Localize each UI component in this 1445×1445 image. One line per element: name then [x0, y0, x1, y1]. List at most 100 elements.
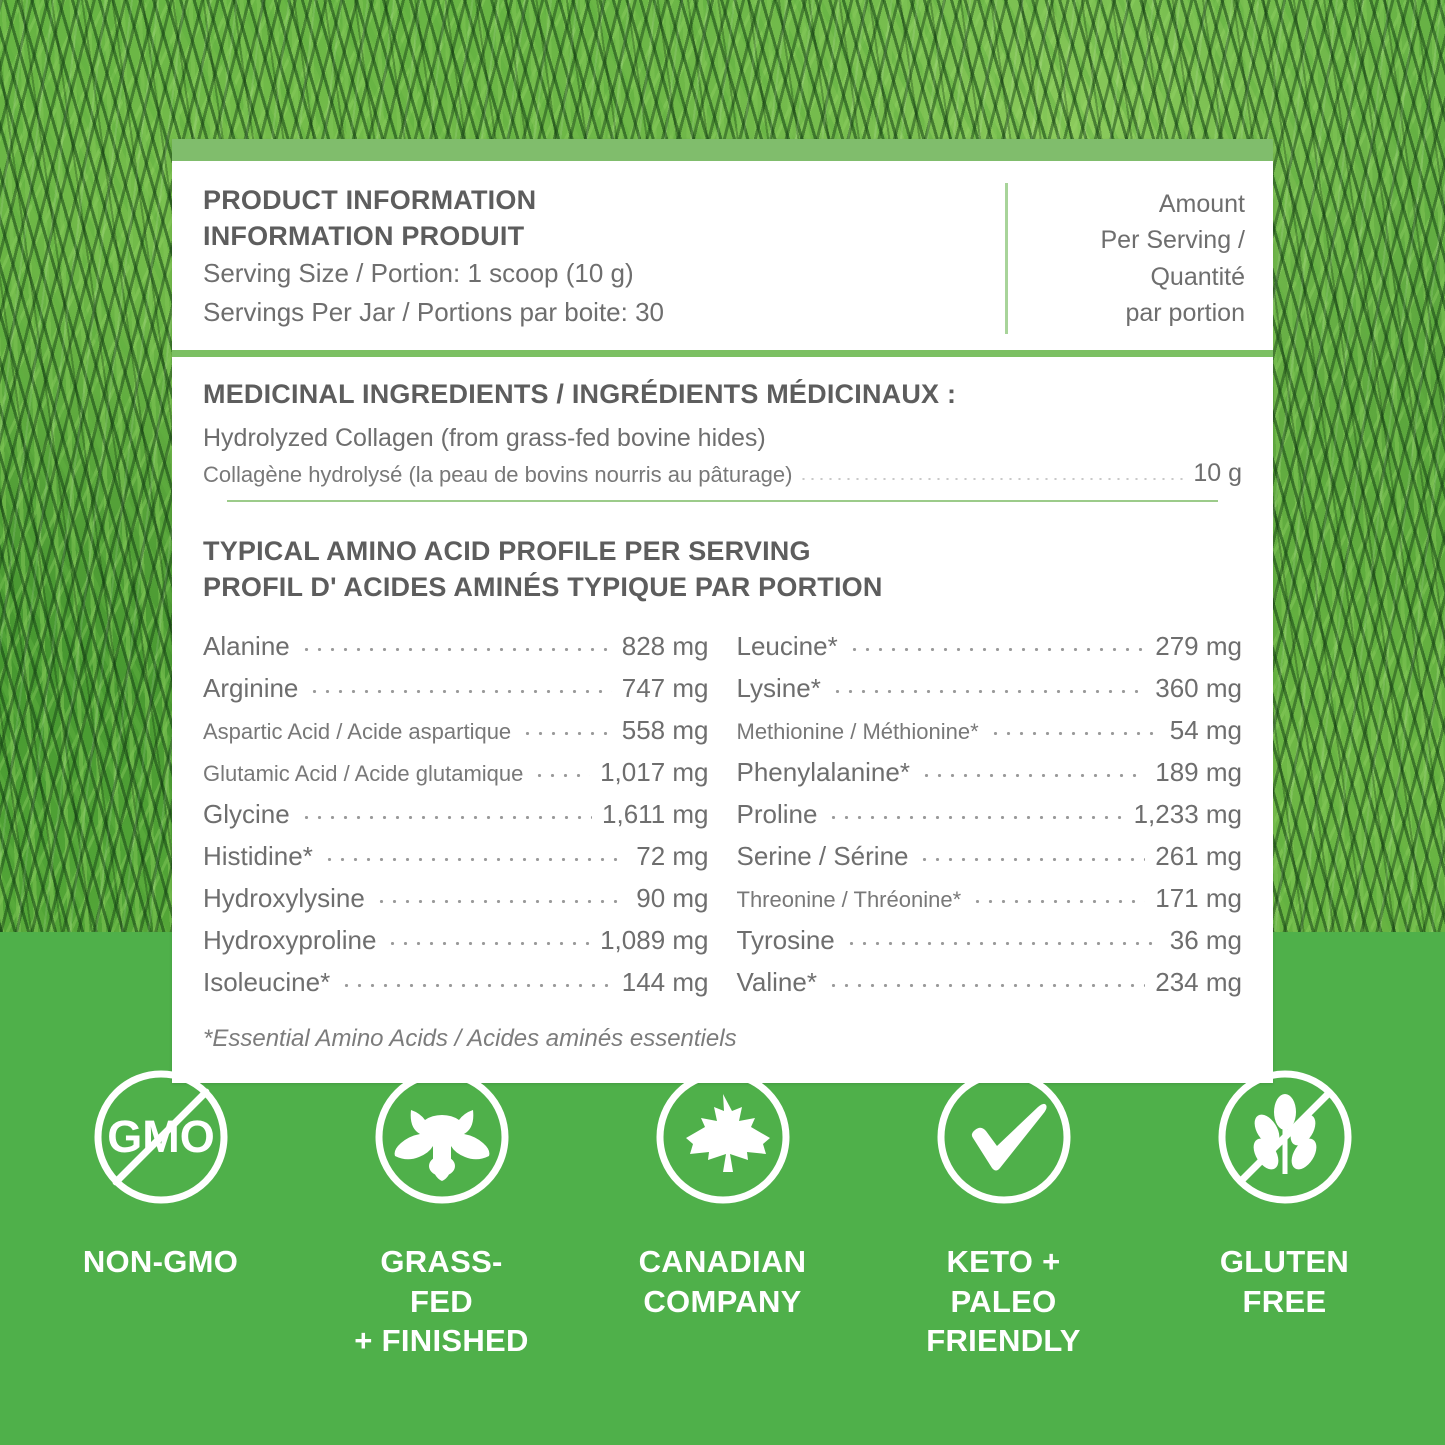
amino-acid-name: Glutamic Acid / Acide glutamique: [203, 761, 524, 787]
amino-acid-row: Threonine / Thréonine* 171 mg: [737, 877, 1243, 919]
amino-acid-name: Valine*: [736, 967, 817, 998]
amino-acid-value: 189 mg: [1155, 757, 1242, 788]
amino-acid-name: Tyrosine: [736, 925, 835, 956]
leader-dots: [988, 732, 1160, 736]
feature-badge: KETO + PALEO FRIENDLY: [911, 1062, 1096, 1361]
amino-acid-name: Isoleucine*: [203, 967, 331, 998]
amount-header-line-2: Per Serving /: [1100, 226, 1245, 255]
amino-acid-value: 1,611 mg: [602, 799, 709, 830]
amino-acid-row: Leucine* 279 mg: [737, 625, 1243, 667]
amino-acid-name: Aspartic Acid / Acide aspartique: [203, 719, 512, 745]
amino-acid-row: Glycine 1,611 mg: [203, 793, 709, 835]
leader-dots: [827, 816, 1124, 820]
leader-dots: [971, 900, 1146, 904]
feature-badge: CANADIAN COMPANY: [630, 1062, 815, 1361]
amino-profile-title-en: TYPICAL AMINO ACID PROFILE PER SERVING: [203, 536, 811, 567]
product-information-section: PRODUCT INFORMATION INFORMATION PRODUIT …: [172, 161, 1273, 350]
amount-per-serving-header: Amount Per Serving / Quantité par portio…: [1005, 183, 1273, 334]
non-gmo-icon: GMO: [68, 1062, 253, 1212]
medicinal-ingredient-en: Hydrolyzed Collagen (from grass-fed bovi…: [203, 423, 766, 452]
section-divider-thick: [172, 350, 1273, 357]
serving-size-line: Serving Size / Portion: 1 scoop (10 g): [203, 258, 634, 289]
feature-badge-label: GLUTEN FREE: [1219, 1244, 1350, 1319]
feature-badge-label: NON-GMO: [82, 1244, 239, 1279]
amount-header-line-4: par portion: [1125, 298, 1245, 327]
feature-badge: GLUTEN FREE: [1192, 1062, 1377, 1361]
leader-dots: [799, 478, 1187, 481]
amino-acid-value: 360 mg: [1155, 673, 1242, 704]
medicinal-ingredient-fr: Collagène hydrolysé (la peau de bovins n…: [203, 462, 793, 488]
product-information-title-en: PRODUCT INFORMATION: [203, 185, 537, 215]
amino-acid-name: Histidine*: [203, 841, 313, 872]
section-divider-thin: [227, 500, 1218, 503]
amino-acid-name: Hydroxyproline: [203, 925, 377, 956]
amino-acid-row: Alanine 828 mg: [203, 625, 709, 667]
amount-header-line-3: Quantité: [1150, 262, 1245, 291]
amino-acid-value: 1,233 mg: [1133, 799, 1242, 830]
amino-acid-row: Valine* 234 mg: [737, 961, 1243, 1003]
amino-acid-name: Hydroxylysine: [203, 883, 365, 914]
leader-dots: [533, 774, 591, 778]
cow-head-icon: [349, 1062, 534, 1212]
amino-acid-name: Phenylalanine*: [736, 757, 910, 788]
amino-acid-row: Hydroxyproline 1,089 mg: [203, 919, 709, 961]
amino-acid-name: Serine / Sérine: [736, 841, 909, 872]
amount-header-line-1: Amount: [1158, 190, 1245, 218]
amino-acid-value: 1,017 mg: [600, 757, 709, 788]
amino-acid-value: 828 mg: [621, 631, 709, 662]
essential-amino-acids-footnote: *Essential Amino Acids / Acides aminés e…: [203, 1025, 737, 1053]
servings-per-jar-line: Servings Per Jar / Portions par boite: 3…: [203, 297, 665, 328]
feature-badge: GRASS-FED + FINISHED: [349, 1062, 534, 1361]
leader-dots: [340, 984, 612, 988]
amino-acid-row: Serine / Sérine 261 mg: [737, 835, 1243, 877]
amino-acid-value: 1,089 mg: [600, 925, 709, 956]
amino-acid-name: Threonine / Thréonine*: [736, 887, 962, 913]
amino-acid-name: Lysine*: [736, 673, 821, 704]
leader-dots: [374, 900, 627, 904]
amino-acid-name: Alanine: [203, 631, 290, 662]
leader-dots: [844, 942, 1160, 946]
card-top-green-bar: [172, 139, 1273, 161]
feature-badge-label: CANADIAN COMPANY: [638, 1244, 807, 1319]
amino-acid-column-left: Alanine 828 mg Arginine 747 mg Aspartic Acid…: [203, 625, 709, 1003]
leader-dots: [299, 816, 593, 820]
feature-badges-row: GMO NON-GMO GRASS-FED + FINISHED CANADIAN…: [0, 1062, 1445, 1361]
amino-acid-row: Hydroxylysine 90 mg: [203, 877, 709, 919]
amino-acid-row: Tyrosine 36 mg: [737, 919, 1243, 961]
medicinal-ingredients-heading: MEDICINAL INGREDIENTS / INGRÉDIENTS MÉDI…: [203, 379, 957, 409]
amino-acid-row: Aspartic Acid / Acide aspartique 558 mg: [203, 709, 709, 751]
leader-dots: [918, 858, 1146, 862]
amino-acid-name: Leucine*: [736, 631, 838, 662]
amino-acid-column-right: Leucine* 279 mg Lysine* 360 mg Methionine / …: [737, 625, 1243, 1003]
amino-acid-value: 234 mg: [1155, 967, 1242, 998]
amino-acid-row: Methionine / Méthionine* 54 mg: [737, 709, 1243, 751]
feature-badge-label: KETO + PALEO FRIENDLY: [926, 1244, 1081, 1359]
amino-acid-value: 558 mg: [621, 715, 709, 746]
amino-acid-value: 90 mg: [636, 883, 709, 914]
maple-leaf-icon: [630, 1062, 815, 1212]
feature-badge-label: GRASS-FED + FINISHED: [354, 1244, 529, 1359]
amino-acid-value: 171 mg: [1155, 883, 1242, 914]
amino-acid-name: Proline: [736, 799, 818, 830]
no-gluten-wheat-icon: [1192, 1062, 1377, 1212]
amino-acid-name: Methionine / Méthionine*: [736, 719, 979, 745]
amino-acid-row: Lysine* 360 mg: [737, 667, 1243, 709]
amino-acid-value: 36 mg: [1169, 925, 1242, 956]
amino-acid-value: 144 mg: [621, 967, 709, 998]
medicinal-ingredients-section: MEDICINAL INGREDIENTS / INGRÉDIENTS MÉDI…: [172, 357, 1273, 512]
product-information-left: PRODUCT INFORMATION INFORMATION PRODUIT …: [172, 183, 1005, 334]
svg-text:GMO: GMO: [107, 1111, 215, 1162]
feature-badge: GMO NON-GMO: [68, 1062, 253, 1361]
amino-acid-value: 54 mg: [1169, 715, 1242, 746]
nutrition-facts-card: PRODUCT INFORMATION INFORMATION PRODUIT …: [172, 139, 1273, 1084]
leader-dots: [322, 858, 627, 862]
product-information-title-fr: INFORMATION PRODUIT: [203, 220, 525, 251]
amino-acid-value: 279 mg: [1155, 631, 1242, 662]
amino-acid-name: Glycine: [203, 799, 290, 830]
amino-profile-title-fr: PROFIL D' ACIDES AMINÉS TYPIQUE PAR PORT…: [203, 571, 883, 602]
amino-acid-grid: Alanine 828 mg Arginine 747 mg Aspartic Acid…: [203, 625, 1242, 1003]
amino-acid-name: Arginine: [203, 673, 299, 704]
amino-acid-row: Phenylalanine* 189 mg: [737, 751, 1243, 793]
leader-dots: [919, 774, 1146, 778]
